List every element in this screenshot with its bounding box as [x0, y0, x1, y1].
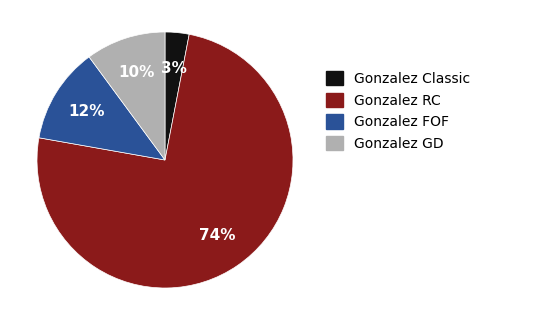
Text: 12%: 12%	[68, 104, 105, 119]
Text: 74%: 74%	[199, 228, 235, 244]
Text: 3%: 3%	[161, 61, 186, 76]
Legend: Gonzalez Classic, Gonzalez RC, Gonzalez FOF, Gonzalez GD: Gonzalez Classic, Gonzalez RC, Gonzalez …	[326, 71, 470, 151]
Wedge shape	[165, 32, 189, 160]
Wedge shape	[89, 32, 165, 160]
Wedge shape	[37, 34, 293, 288]
Wedge shape	[39, 57, 165, 160]
Text: 10%: 10%	[118, 65, 155, 80]
